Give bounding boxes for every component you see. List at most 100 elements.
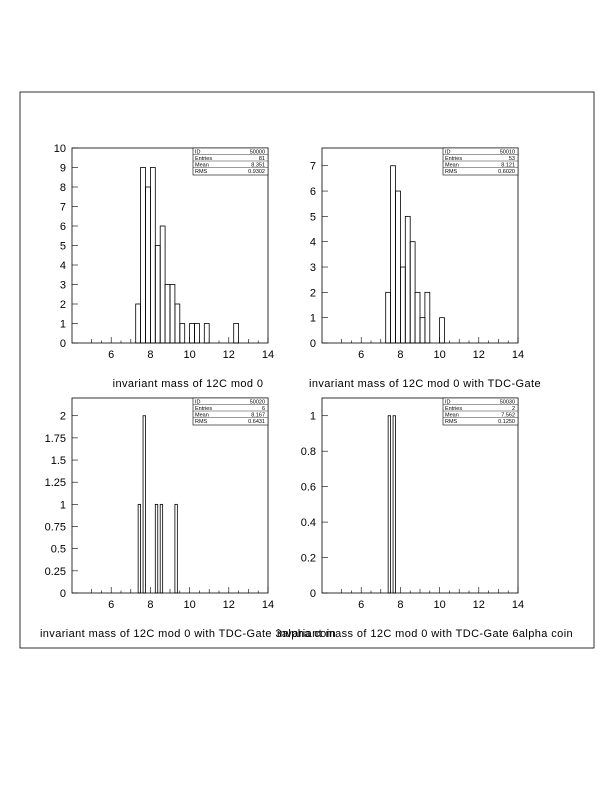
stats-value: 0.6020 — [498, 169, 515, 175]
stats-label: ID — [195, 150, 201, 156]
y-tick-label: 1 — [60, 499, 66, 511]
y-tick-label: 4 — [60, 260, 66, 272]
stats-box — [192, 147, 269, 176]
histogram-bin — [385, 291, 392, 344]
x-tick-label: 14 — [512, 349, 524, 361]
y-tick-label: 6 — [310, 186, 316, 198]
x-tick-label: 10 — [433, 349, 445, 361]
x-tick-label: 10 — [183, 599, 195, 611]
stats-label: Entries — [195, 406, 212, 412]
histogram-bin — [169, 284, 176, 344]
histogram-bin — [404, 215, 411, 344]
histogram-bin — [159, 225, 166, 344]
stats-label: ID — [445, 150, 451, 156]
x-tick-label: 14 — [262, 599, 274, 611]
stats-value: 53 — [509, 156, 515, 162]
y-tick-label: 9 — [60, 163, 66, 175]
stats-value: 50020 — [250, 400, 265, 406]
stats-label: ID — [195, 400, 201, 406]
y-tick-label: 4 — [310, 237, 316, 249]
x-axis-label: invariant mass of 12C mod 0 — [113, 378, 264, 390]
y-tick-label: 1 — [310, 313, 316, 325]
x-axis-label: invariant mass of 12C mod 0 with TDC-Gat… — [309, 378, 541, 390]
y-tick-label: 1 — [60, 319, 66, 331]
histogram-bin — [159, 503, 164, 594]
stats-box — [192, 397, 269, 426]
histogram-bin — [424, 291, 431, 344]
histogram-bin — [390, 165, 396, 344]
stats-label: ID — [445, 400, 451, 406]
histogram-bin — [189, 323, 195, 344]
y-tick-label: 2 — [310, 287, 316, 299]
x-tick-label: 12 — [223, 349, 235, 361]
stats-label: Mean — [445, 163, 459, 169]
stats-value: 6 — [262, 406, 265, 412]
stats-value: 2 — [512, 406, 515, 412]
y-tick-label: 0 — [310, 588, 316, 600]
y-tick-label: 0.2 — [301, 553, 316, 565]
x-tick-label: 6 — [358, 599, 364, 611]
plot-frame — [71, 397, 269, 594]
x-tick-label: 8 — [397, 599, 403, 611]
y-tick-label: 2 — [60, 299, 66, 311]
y-tick-label: 0 — [60, 588, 66, 600]
histogram-bin — [140, 167, 146, 344]
histogram-bin — [174, 303, 181, 344]
stats-label: RMS — [445, 169, 458, 175]
stats-box — [442, 147, 519, 176]
page-frame — [19, 91, 595, 649]
y-tick-label: 0.4 — [301, 517, 316, 529]
x-tick-label: 12 — [473, 349, 485, 361]
x-tick-label: 12 — [223, 599, 235, 611]
y-tick-label: 1.75 — [45, 433, 66, 445]
histogram-bin — [439, 317, 445, 344]
histogram-bin — [194, 323, 200, 344]
stats-value: 50000 — [250, 150, 265, 156]
y-tick-label: 2 — [60, 411, 66, 423]
histogram-bin — [154, 503, 159, 594]
x-tick-label: 10 — [183, 349, 195, 361]
stats-value: 0.6431 — [248, 419, 265, 425]
stats-label: Entries — [445, 406, 462, 412]
y-tick-label: 0.5 — [51, 544, 66, 556]
stats-label: Mean — [195, 413, 209, 419]
y-tick-label: 1.5 — [51, 455, 66, 467]
x-tick-label: 6 — [108, 349, 114, 361]
histogram-bin — [174, 503, 178, 594]
histogram-bin — [179, 323, 186, 344]
stats-box — [442, 397, 519, 426]
x-tick-label: 6 — [108, 599, 114, 611]
y-tick-label: 0.6 — [301, 482, 316, 494]
stats-value: 8.351 — [251, 163, 265, 169]
y-tick-label: 10 — [54, 143, 66, 155]
histogram-bin — [395, 190, 401, 344]
stats-label: Entries — [195, 156, 212, 162]
stats-label: RMS — [195, 169, 208, 175]
y-tick-label: 1 — [310, 411, 316, 423]
x-tick-label: 8 — [147, 599, 153, 611]
x-axis-label: invariant mass of 12C mod 0 with TDC-Gat… — [277, 628, 573, 640]
stats-value: 0.1250 — [498, 419, 515, 425]
stats-value: 7.562 — [501, 413, 515, 419]
stats-value: 8.167 — [251, 413, 265, 419]
histogram-bin — [387, 415, 391, 594]
y-tick-label: 8 — [60, 182, 66, 194]
stats-value: 81 — [259, 156, 265, 162]
x-axis-label: invariant mass of 12C mod 0 with TDC-Gat… — [40, 628, 336, 640]
y-tick-label: 7 — [310, 161, 316, 173]
stats-label: RMS — [195, 419, 208, 425]
y-tick-label: 6 — [60, 221, 66, 233]
y-tick-label: 3 — [60, 280, 66, 292]
y-tick-label: 5 — [60, 241, 66, 253]
x-tick-label: 8 — [147, 349, 153, 361]
histogram-bin — [414, 291, 421, 344]
x-tick-label: 14 — [512, 599, 524, 611]
stats-value: 0.9302 — [248, 169, 265, 175]
y-tick-label: 0.25 — [45, 566, 66, 578]
histogram-bin — [149, 167, 156, 344]
stats-label: Mean — [445, 413, 459, 419]
y-tick-label: 0 — [310, 338, 316, 350]
